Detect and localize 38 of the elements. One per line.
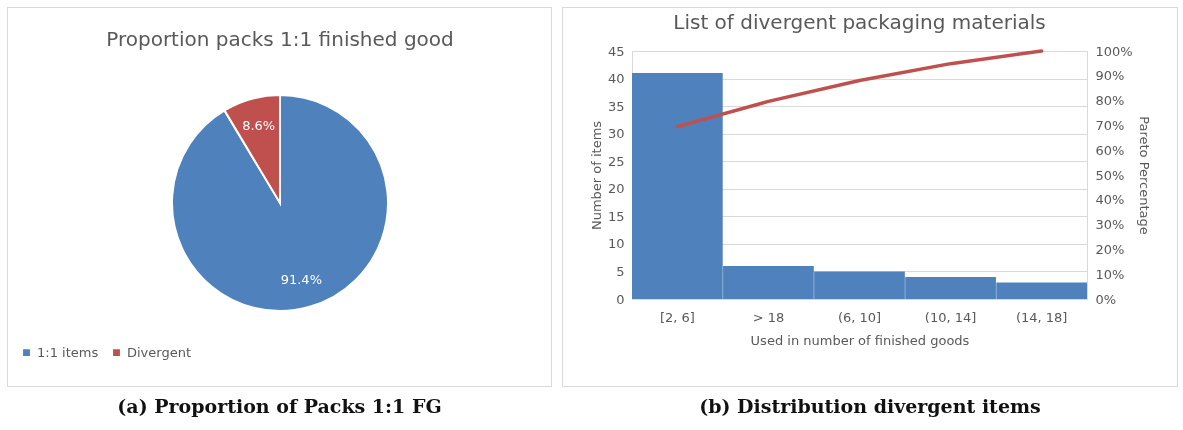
- y-tick-label: 40: [607, 71, 625, 87]
- legend-label: Divergent: [126, 344, 191, 360]
- y-tick-label: 10: [607, 236, 625, 252]
- y-tick-label: 0: [616, 291, 625, 307]
- y2-tick-label: 40%: [1095, 192, 1125, 208]
- y2-tick-label: 50%: [1095, 167, 1125, 183]
- text: (b) Distribution divergent items: [699, 395, 1041, 417]
- y-tick-label: 30: [607, 126, 625, 142]
- chart-title: List of divergent packaging materials: [673, 10, 1046, 34]
- y2-tick-label: 30%: [1095, 217, 1125, 233]
- y-tick-label: 35: [607, 98, 625, 114]
- y2-tick-label: 10%: [1095, 266, 1125, 282]
- y-tick-label: 15: [607, 208, 625, 224]
- y-tick-label: 20: [607, 181, 625, 197]
- y-axis-title: Number of items: [588, 120, 604, 231]
- y2-tick-label: 80%: [1095, 93, 1125, 109]
- y-tick-label: 25: [607, 153, 625, 169]
- chart-title: Proportion packs 1:1 finished good: [105, 27, 454, 51]
- data-label: 8.6%: [241, 117, 275, 133]
- y2-tick-label: 60%: [1095, 142, 1125, 158]
- y2-tick-label: 0%: [1095, 291, 1117, 307]
- text: (a) Proportion of Packs 1:1 FG: [117, 395, 442, 417]
- x-tick-label: (6, 10]: [837, 309, 882, 325]
- y-tick-label: 5: [616, 263, 625, 279]
- x-tick-label: [2, 6]: [659, 309, 695, 325]
- data-label: 91.4%: [280, 272, 322, 288]
- x-tick-label: > 18: [752, 309, 785, 325]
- x-axis-title: Used in number of finished goods: [750, 332, 970, 348]
- y2-tick-label: 100%: [1095, 43, 1133, 59]
- legend-label: 1:1 items: [36, 344, 98, 360]
- x-tick-label: (10, 14]: [924, 309, 977, 325]
- line-series: [675, 49, 1044, 129]
- y2-tick-label: 20%: [1095, 241, 1125, 257]
- y-tick-label: 45: [607, 43, 625, 59]
- x-tick-label: (14, 18]: [1015, 309, 1068, 325]
- y2-axis-title: Pareto Percentage: [1136, 116, 1152, 235]
- y2-tick-label: 70%: [1095, 117, 1125, 133]
- y2-tick-label: 90%: [1095, 68, 1125, 84]
